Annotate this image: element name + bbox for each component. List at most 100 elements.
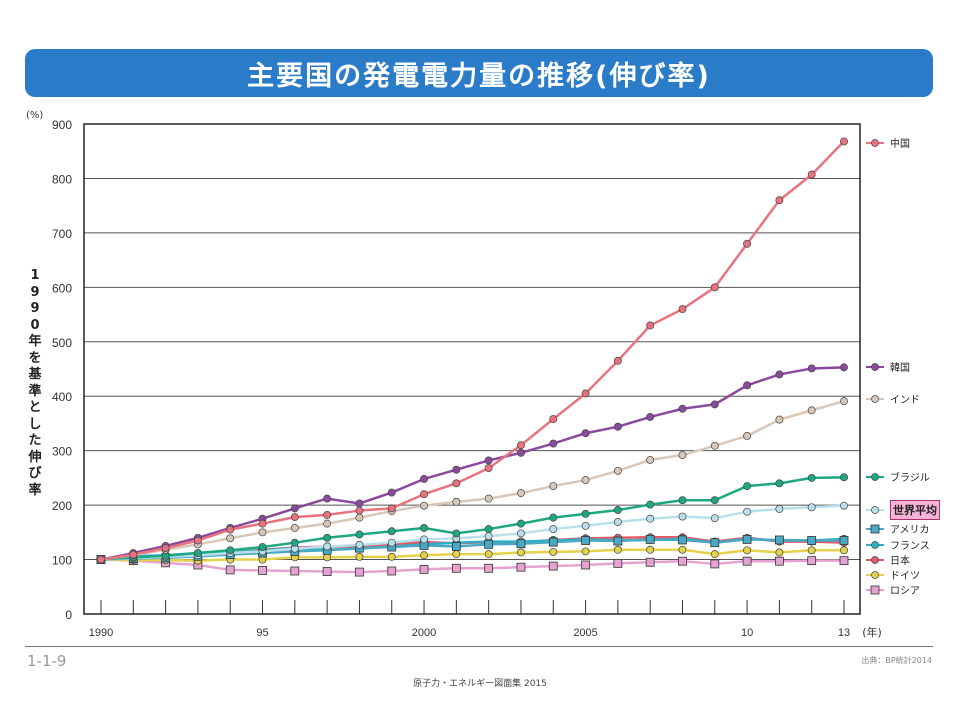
data-point <box>807 364 816 373</box>
legend-label: 日本 <box>890 556 910 567</box>
data-point <box>226 546 235 555</box>
data-point <box>225 565 235 575</box>
data-point <box>840 137 848 146</box>
y-tick-labels: 0 100 200 300 400 500 600 700 800 900 <box>52 118 72 622</box>
data-point <box>646 500 655 509</box>
data-point <box>840 397 848 406</box>
data-point <box>549 482 558 491</box>
series-line <box>100 538 844 561</box>
data-point <box>678 535 687 545</box>
series-ロシア <box>96 555 849 577</box>
data-point <box>452 465 461 474</box>
data-point <box>355 530 364 539</box>
legend-item: ロシア <box>866 582 920 597</box>
data-point <box>710 559 720 569</box>
y-tick-label: 700 <box>52 227 72 241</box>
legend-label: 世界平均 <box>890 500 940 520</box>
y-axis-unit: (%) <box>26 110 44 121</box>
data-point <box>581 509 590 518</box>
data-point <box>484 532 493 541</box>
data-point <box>484 525 493 534</box>
footer-divider <box>25 646 933 647</box>
data-point <box>678 451 687 459</box>
data-point <box>581 429 590 438</box>
data-point <box>161 544 170 553</box>
data-point <box>581 476 590 485</box>
legend-item: 中国 <box>866 135 910 150</box>
data-point <box>840 501 848 510</box>
data-point <box>710 514 719 523</box>
data-point <box>517 529 525 538</box>
data-point <box>387 566 397 576</box>
data-point <box>775 504 784 513</box>
legend-marker-icon <box>866 585 884 594</box>
data-point <box>451 542 461 551</box>
data-point <box>775 415 784 424</box>
data-point <box>743 482 752 491</box>
data-point <box>678 496 687 505</box>
data-point <box>420 501 428 510</box>
data-point <box>840 546 848 555</box>
figure-number: 1-1-9 <box>27 652 67 670</box>
data-point <box>387 504 396 513</box>
data-point <box>484 563 494 573</box>
data-point <box>549 415 558 424</box>
data-point <box>420 535 428 544</box>
data-point <box>452 479 461 488</box>
data-point <box>710 538 720 548</box>
data-point <box>452 529 461 538</box>
legend-marker-icon <box>866 138 884 147</box>
data-point <box>387 488 396 497</box>
data-point <box>613 518 622 526</box>
data-point <box>678 545 687 554</box>
data-point <box>226 534 235 543</box>
data-point <box>258 566 267 575</box>
legend-marker-icon <box>866 472 884 481</box>
data-point <box>484 464 493 473</box>
series-ブラジル <box>97 473 848 564</box>
data-point <box>323 533 332 542</box>
data-point <box>129 550 138 559</box>
data-point <box>549 525 558 534</box>
legend-marker-icon <box>866 394 884 403</box>
data-point <box>355 540 364 549</box>
data-point <box>193 536 202 545</box>
data-point <box>323 510 332 519</box>
data-point <box>355 499 364 508</box>
data-point <box>581 521 590 530</box>
data-point <box>645 535 655 544</box>
y-tick-label: 300 <box>52 445 72 459</box>
legend-label: ロシア <box>890 586 920 597</box>
data-point <box>710 400 719 409</box>
data-point <box>774 535 784 545</box>
y-tick-label: 200 <box>52 499 72 513</box>
data-point <box>840 363 848 372</box>
data-point <box>678 305 687 314</box>
y-tick-label: 500 <box>52 336 72 350</box>
data-point <box>646 455 655 464</box>
data-point <box>710 283 719 292</box>
data-point <box>775 479 784 488</box>
data-point <box>613 506 622 514</box>
legend-item: 韓国 <box>866 359 910 374</box>
series-韓国 <box>97 363 848 564</box>
x-tick-label: 95 <box>256 627 268 639</box>
data-point <box>290 513 299 522</box>
series-line <box>100 140 845 561</box>
data-point <box>613 356 622 365</box>
data-point <box>484 539 494 549</box>
footer-text: 原子力・エネルギー図面集 2015 <box>413 679 547 689</box>
series-line <box>100 476 845 561</box>
data-point <box>646 514 655 523</box>
data-point <box>258 528 267 537</box>
data-point <box>548 537 558 547</box>
data-point <box>258 543 267 551</box>
data-point <box>323 553 332 562</box>
data-point <box>452 497 461 506</box>
data-point <box>548 561 558 571</box>
data-point <box>549 547 558 556</box>
data-point <box>420 551 428 560</box>
data-point <box>355 567 364 577</box>
data-point <box>419 564 429 574</box>
